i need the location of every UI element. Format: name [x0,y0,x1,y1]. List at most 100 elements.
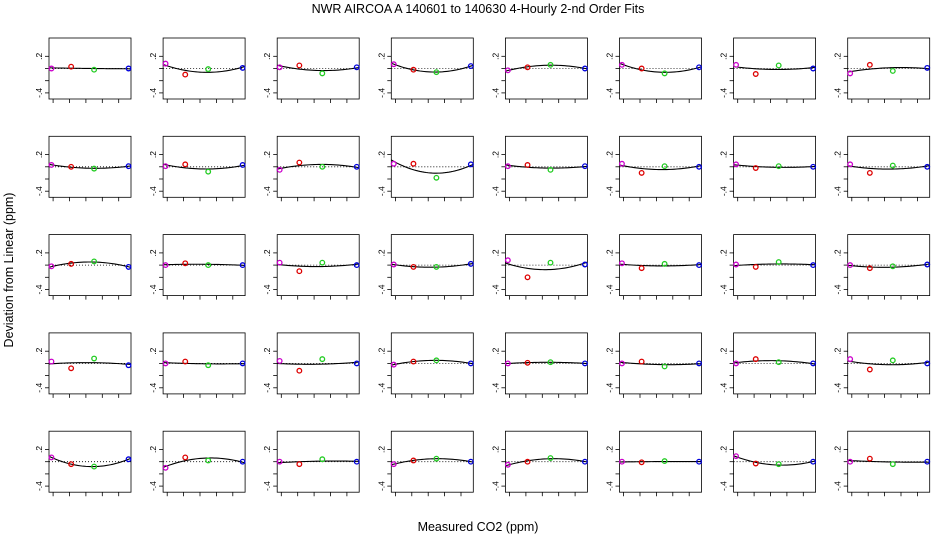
panel: -.4 .2 [490,332,588,398]
data-point [775,259,782,265]
panel: -.4 .2 [490,135,588,202]
data-point [296,367,303,374]
data-point [125,65,132,72]
data-point [162,464,169,471]
panel: -.4 .2 [719,332,817,398]
panel-grid: -.4 .2 -.4 .2 -.4 .2 -.4 .2 -.4 .2 -.4 .2 -.4 .2 -.4 .2… [34,37,931,497]
data-point [390,160,397,167]
y-tick-label: .2 [719,347,729,354]
data-point [467,63,474,70]
data-point [182,454,189,461]
x-axis-label: Measured CO2 (ppm) [418,520,539,534]
y-tick-label: .2 [490,249,500,256]
panel: -.4 .2 [148,234,246,300]
data-point [276,64,283,71]
data-point [319,356,326,363]
data-point [619,160,625,167]
y-tick-label: -.4 [490,88,500,98]
y-tick-label: .2 [719,151,729,158]
y-tick-label: -.4 [376,383,386,393]
y-tick-label: .2 [148,347,158,354]
y-tick-label: -.4 [262,186,272,196]
panel: -.4 .2 [262,332,360,398]
y-tick-label: .2 [262,347,272,354]
data-point [866,455,873,462]
y-tick-label: .2 [34,249,44,256]
y-tick-label: -.4 [490,383,500,393]
data-point [410,66,417,73]
panel: -.4 .2 [376,37,474,103]
data-point [924,163,931,170]
panel: -.4 .2 [34,332,132,398]
y-tick-label: .2 [34,347,44,354]
data-point [91,463,98,470]
data-point [205,457,212,464]
fit-curve [277,361,360,365]
data-point [353,458,360,465]
y-tick-label: -.4 [148,88,158,98]
data-point [276,358,283,364]
data-point [866,265,873,272]
y-tick-label: .2 [34,52,44,59]
data-point [410,358,417,365]
data-point [276,166,283,173]
data-point [661,260,668,267]
data-point [467,161,474,168]
data-point [847,356,854,363]
fit-curve [391,62,474,73]
data-point [638,358,645,365]
data-point [239,458,246,465]
fit-curve [619,62,702,73]
fit-curve [847,360,930,366]
data-point [581,163,588,170]
data-point [410,457,417,464]
y-tick-label: -.4 [605,383,615,393]
y-tick-label: .2 [376,249,386,256]
fit-curve [733,66,816,71]
data-point [433,174,440,181]
y-tick-label: .2 [605,347,615,354]
y-tick-label: -.4 [833,186,843,196]
y-tick-label: -.4 [34,383,44,393]
data-point [638,65,645,72]
fit-curve [163,263,246,266]
data-point [661,363,668,370]
data-point [48,358,55,365]
fit-curve [277,163,360,170]
panel: -.4 .2 [376,135,474,202]
y-tick-label: .2 [376,151,386,158]
data-point [91,355,98,362]
panel: -.4 .2 [605,135,702,202]
data-point [504,67,511,74]
fit-curve [505,64,588,72]
y-tick-label: -.4 [376,186,386,196]
data-point [390,461,397,468]
data-point [847,458,854,465]
data-point [91,258,98,265]
data-point [319,456,326,463]
panel: -.4 .2 [719,37,817,103]
panel: -.4 .2 [833,135,931,202]
data-point [924,64,931,71]
fit-curve [619,263,702,267]
data-point [752,263,759,270]
panel: -.4 .2 [34,135,132,202]
y-tick-label: .2 [833,52,843,59]
data-point [319,259,326,266]
data-point [638,265,645,272]
data-point [433,357,440,364]
y-tick-label: -.4 [719,383,729,393]
data-point [661,163,668,170]
data-point [48,162,55,168]
data-point [889,162,896,169]
fit-curve [162,63,246,73]
data-point [48,263,55,270]
data-point [390,61,397,68]
data-point [866,169,873,176]
data-point [524,458,531,465]
data-point [390,361,397,368]
y-tick-label: .2 [34,446,44,453]
y-tick-label: .2 [376,446,386,453]
data-point [467,260,474,267]
fit-curve [847,459,930,463]
